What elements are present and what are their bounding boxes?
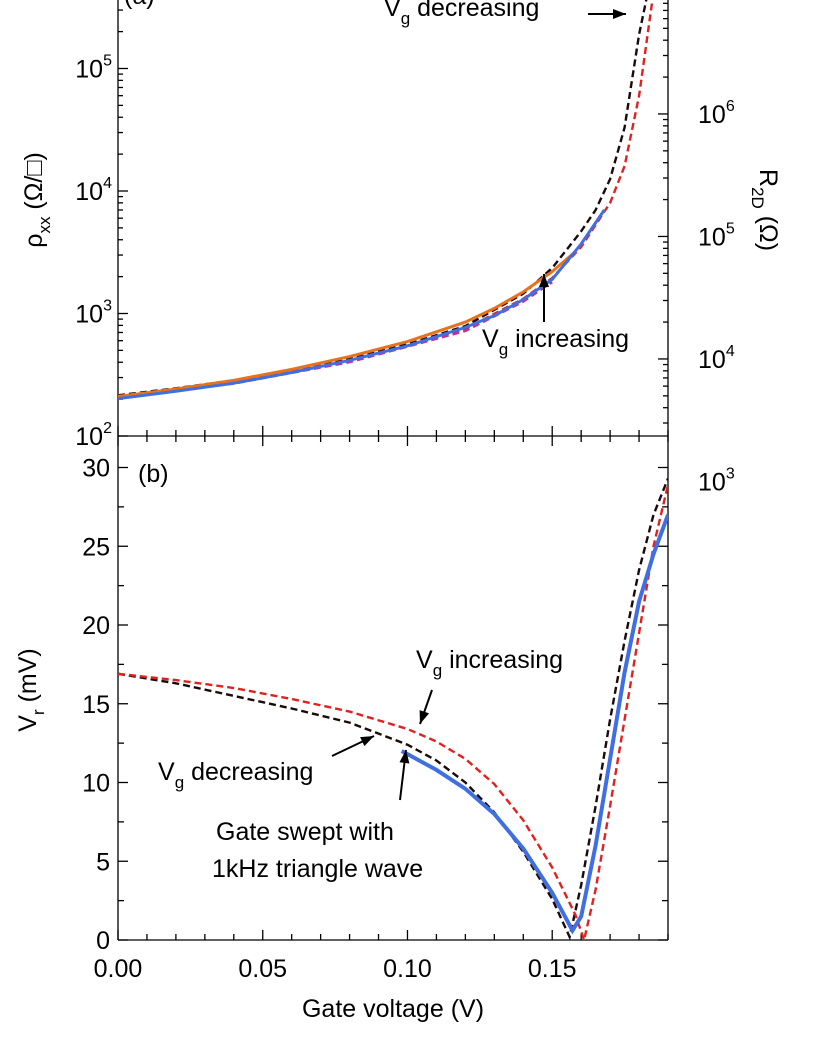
annotation-vg-decreasing-b: Vg decreasing: [158, 758, 313, 792]
x-tick-label: 0.00: [94, 955, 143, 983]
y-tick-label-a: 105: [75, 53, 112, 84]
y2-tick-label-a: 105: [698, 220, 735, 251]
arrow-decreasing-b-head: [360, 736, 374, 747]
x-tick-label: 0.05: [238, 955, 287, 983]
y-tick-label-b: 0: [96, 927, 110, 955]
panel-label-b: (b): [138, 460, 169, 488]
annotation-gate-swept-line1: Gate swept with: [216, 818, 394, 846]
x-tick-label: 0.10: [383, 955, 432, 983]
arrow-increasing-a-head: [539, 274, 549, 287]
y2-tick-label-a: 104: [698, 343, 735, 374]
panel-b: 0.00 0.05 0.10 0.15 Gate voltage (V) 0 5 10 15 20…: [14, 436, 669, 1023]
annotation-vg-increasing-a: Vg increasing: [482, 325, 629, 359]
y-tick-label-a: 102: [75, 420, 112, 451]
panel-label-a: (a): [124, 0, 155, 10]
y2-tick-label-a: 103: [698, 465, 735, 496]
x-tick-label: 0.15: [528, 955, 577, 983]
annotation-vg-increasing-b: Vg increasing: [416, 646, 563, 680]
panel-a-series: [118, 0, 654, 401]
series-line-b: [400, 514, 668, 935]
y-tick-label-b: 20: [82, 612, 110, 640]
annotation-gate-swept-line2: 1kHz triangle wave: [212, 855, 423, 883]
y-tick-label-a: 104: [75, 175, 112, 206]
y2-tick-label-a: 106: [698, 98, 735, 129]
y-tick-label-b: 15: [82, 691, 110, 719]
series-line-b: [118, 484, 668, 940]
y-tick-label-a: 103: [75, 298, 112, 329]
y-tick-label-b: 10: [82, 770, 110, 798]
y-axis-label-a: ρxx (Ω/□): [20, 152, 54, 248]
panel-b-series: [118, 478, 668, 940]
y2-axis-label-a: R2D (Ω): [748, 169, 782, 251]
arrow-increasing-b-head: [419, 710, 430, 724]
series-line-a: [118, 209, 606, 401]
y-tick-label-b: 30: [82, 455, 110, 483]
arrow-decreasing-a-head: [613, 9, 626, 19]
series-line-a: [118, 250, 577, 398]
series-line-b: [118, 478, 668, 940]
annotation-vg-decreasing-a: Vg decreasing: [384, 0, 539, 28]
x-axis-label: Gate voltage (V): [302, 995, 484, 1023]
y-tick-label-b: 5: [96, 848, 110, 876]
y-tick-label-b: 25: [82, 533, 110, 561]
y-axis-label-b: Vr (mV): [14, 648, 48, 731]
arrow-gate-swept-head: [399, 750, 410, 764]
